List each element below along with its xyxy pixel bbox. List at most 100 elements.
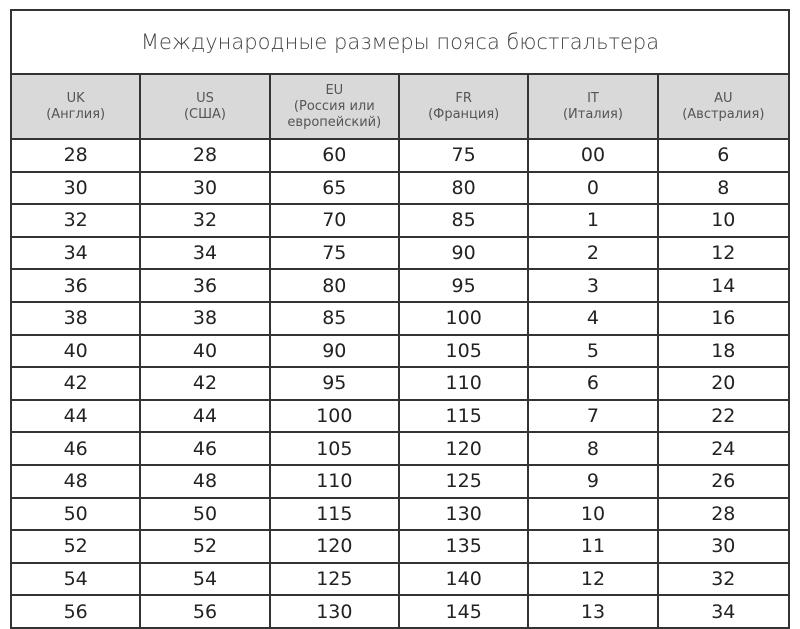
table-cell: 6: [529, 368, 659, 399]
table-cell: 26: [711, 470, 736, 493]
size-table: Международные размеры пояса бюстгальтера…: [10, 9, 790, 629]
column-header-line: FR: [455, 90, 472, 106]
table-cell: 6: [717, 144, 730, 167]
table-cell: 8: [529, 433, 659, 464]
table-row: 54 54 125 140 12 32: [12, 563, 788, 597]
table-cell: 54: [12, 563, 142, 595]
table-row: 52 52 120 135 11 30: [12, 531, 788, 564]
table-cell: 80: [400, 172, 530, 204]
table-cell: 0: [529, 172, 659, 204]
table-cell: 11: [529, 531, 659, 562]
table-cell: 100: [271, 400, 400, 432]
table-cell: 110: [400, 368, 530, 399]
table-row: 50 50 115 130 10 28: [12, 498, 788, 532]
table-cell: 105: [400, 335, 530, 367]
column-header-line: (Россия или: [293, 98, 375, 114]
table-row: 42 42 95 110 6 20: [12, 368, 788, 401]
table-cell: 46: [141, 433, 271, 464]
table-cell: 9: [529, 465, 659, 497]
column-header-line: (США): [183, 106, 226, 122]
table-cell: 65: [271, 172, 400, 204]
table-cell: 10: [529, 498, 659, 530]
column-header-line: AU: [714, 90, 733, 106]
column-header: UK (Англия): [12, 75, 142, 138]
table-cell: 115: [400, 400, 530, 432]
table-row: 46 46 105 120 8 24: [12, 433, 788, 466]
column-header-line: US: [196, 90, 214, 106]
table-cell: 20: [711, 372, 736, 395]
table-cell: 30: [12, 172, 142, 204]
table-cell: 95: [271, 368, 400, 399]
table-cell: 36: [141, 270, 271, 301]
column-header-line: (Англия): [46, 106, 106, 122]
table-cell: 44: [141, 400, 271, 432]
table-cell: 30: [711, 535, 736, 558]
table-cell: 140: [400, 563, 530, 595]
table-cell: 36: [12, 270, 142, 301]
table-cell: 22: [711, 405, 736, 428]
column-header: EU (Россия или европейский): [271, 75, 400, 138]
table-cell: 38: [12, 302, 142, 334]
table-cell: 40: [12, 335, 142, 367]
table-cell: 40: [141, 335, 271, 367]
table-cell: 120: [400, 433, 530, 464]
table-cell: 5: [529, 335, 659, 367]
table-cell: 12: [529, 563, 659, 595]
table-cell: 110: [271, 465, 400, 497]
table-cell: 90: [271, 335, 400, 367]
table-cell: 18: [711, 339, 736, 362]
table-cell: 46: [12, 433, 142, 464]
column-header-line: IT: [587, 90, 599, 106]
table-cell: 50: [141, 498, 271, 530]
table-cell: 34: [12, 237, 142, 269]
table-cell: 12: [711, 242, 736, 265]
table-cell: 28: [141, 140, 271, 171]
table-cell: 2: [529, 237, 659, 269]
column-header: FR (Франция): [400, 75, 530, 138]
table-row: 30 30 65 80 0 8: [12, 172, 788, 206]
table-cell: 42: [12, 368, 142, 399]
table-cell: 52: [12, 531, 142, 562]
table-cell: 60: [271, 140, 400, 171]
table-cell: 125: [271, 563, 400, 595]
table-row: 40 40 90 105 5 18: [12, 335, 788, 369]
table-cell: 135: [400, 531, 530, 562]
table-row: 32 32 70 85 1 10: [12, 205, 788, 238]
table-cell: 70: [271, 205, 400, 236]
table-cell: 105: [271, 433, 400, 464]
table-cell: 4: [529, 302, 659, 334]
table-row: 36 36 80 95 3 14: [12, 270, 788, 303]
table-row: 44 44 100 115 7 22: [12, 400, 788, 434]
column-header-line: UK: [66, 90, 85, 106]
column-header: US (США): [141, 75, 271, 138]
table-cell: 85: [271, 302, 400, 334]
table-cell: 32: [711, 568, 736, 591]
table-cell: 28: [711, 502, 736, 525]
table-cell: 42: [141, 368, 271, 399]
table-row: 38 38 85 100 4 16: [12, 302, 788, 336]
table-cell: 95: [400, 270, 530, 301]
table-cell: 50: [12, 498, 142, 530]
table-cell: 54: [141, 563, 271, 595]
table-cell: 28: [12, 140, 142, 171]
table-cell: 115: [271, 498, 400, 530]
table-cell: 100: [400, 302, 530, 334]
table-cell: 90: [400, 237, 530, 269]
table-row: 34 34 75 90 2 12: [12, 237, 788, 271]
table-cell: 1: [529, 205, 659, 236]
table-cell: 30: [141, 172, 271, 204]
table-cell: 120: [271, 531, 400, 562]
table-cell: 16: [711, 307, 736, 330]
table-cell: 80: [271, 270, 400, 301]
table-cell: 44: [12, 400, 142, 432]
table-row: 48 48 110 125 9 26: [12, 465, 788, 499]
table-cell: 32: [141, 205, 271, 236]
table-cell: 38: [141, 302, 271, 334]
table-row: 28 28 60 75 00 6: [12, 140, 788, 173]
table-cell: 125: [400, 465, 530, 497]
table-cell: 7: [529, 400, 659, 432]
table-cell: 48: [12, 465, 142, 497]
table-cell: 00: [529, 140, 659, 171]
table-cell: 75: [400, 140, 530, 171]
table-cell: 3: [529, 270, 659, 301]
